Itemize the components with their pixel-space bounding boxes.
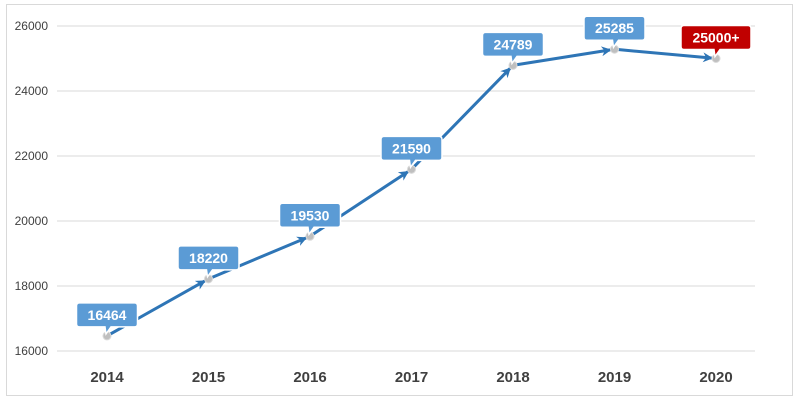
x-axis: 2014 2015 2016 2017 2018 2019 2020 [90, 369, 732, 386]
y-axis: 16000 18000 20000 22000 24000 26000 [15, 19, 49, 358]
line-segment [208, 236, 308, 280]
line-segment [513, 46, 612, 67]
data-label: 24789 [494, 36, 533, 52]
line-segment [614, 47, 714, 63]
y-tick-label: 18000 [15, 279, 49, 293]
data-label-callout [278, 202, 342, 237]
data-label: 18220 [189, 250, 228, 266]
data-label-callout [481, 31, 545, 66]
data-label: 25285 [595, 20, 634, 36]
x-tick-label: 2019 [598, 369, 631, 386]
data-markers [102, 44, 721, 341]
data-label: 16464 [88, 307, 127, 323]
grid [57, 25, 755, 352]
x-tick-label: 2015 [192, 369, 225, 386]
data-label-callout [177, 245, 240, 279]
y-tick-label: 16000 [15, 344, 49, 358]
data-label: 19530 [291, 207, 330, 223]
y-tick-label: 26000 [15, 19, 49, 33]
data-label: 25000+ [692, 30, 739, 46]
x-tick-label: 2018 [496, 369, 529, 386]
data-label: 21590 [392, 140, 431, 156]
series-line [107, 46, 714, 337]
x-tick-label: 2014 [90, 369, 124, 386]
x-tick-label: 2020 [699, 369, 732, 386]
data-label-callout [380, 135, 443, 170]
x-tick-label: 2017 [395, 369, 428, 386]
x-tick-label: 2016 [293, 369, 326, 386]
data-label-callout [583, 15, 646, 50]
y-tick-label: 20000 [15, 214, 49, 228]
chart-frame [6, 4, 793, 396]
data-label-callout [75, 302, 139, 336]
data-labels: 16464 18220 19530 21590 24789 25285 25000+ [75, 15, 752, 336]
y-tick-label: 22000 [15, 149, 49, 163]
y-tick-label: 24000 [15, 84, 49, 98]
data-label-callout-highlight [680, 24, 752, 59]
